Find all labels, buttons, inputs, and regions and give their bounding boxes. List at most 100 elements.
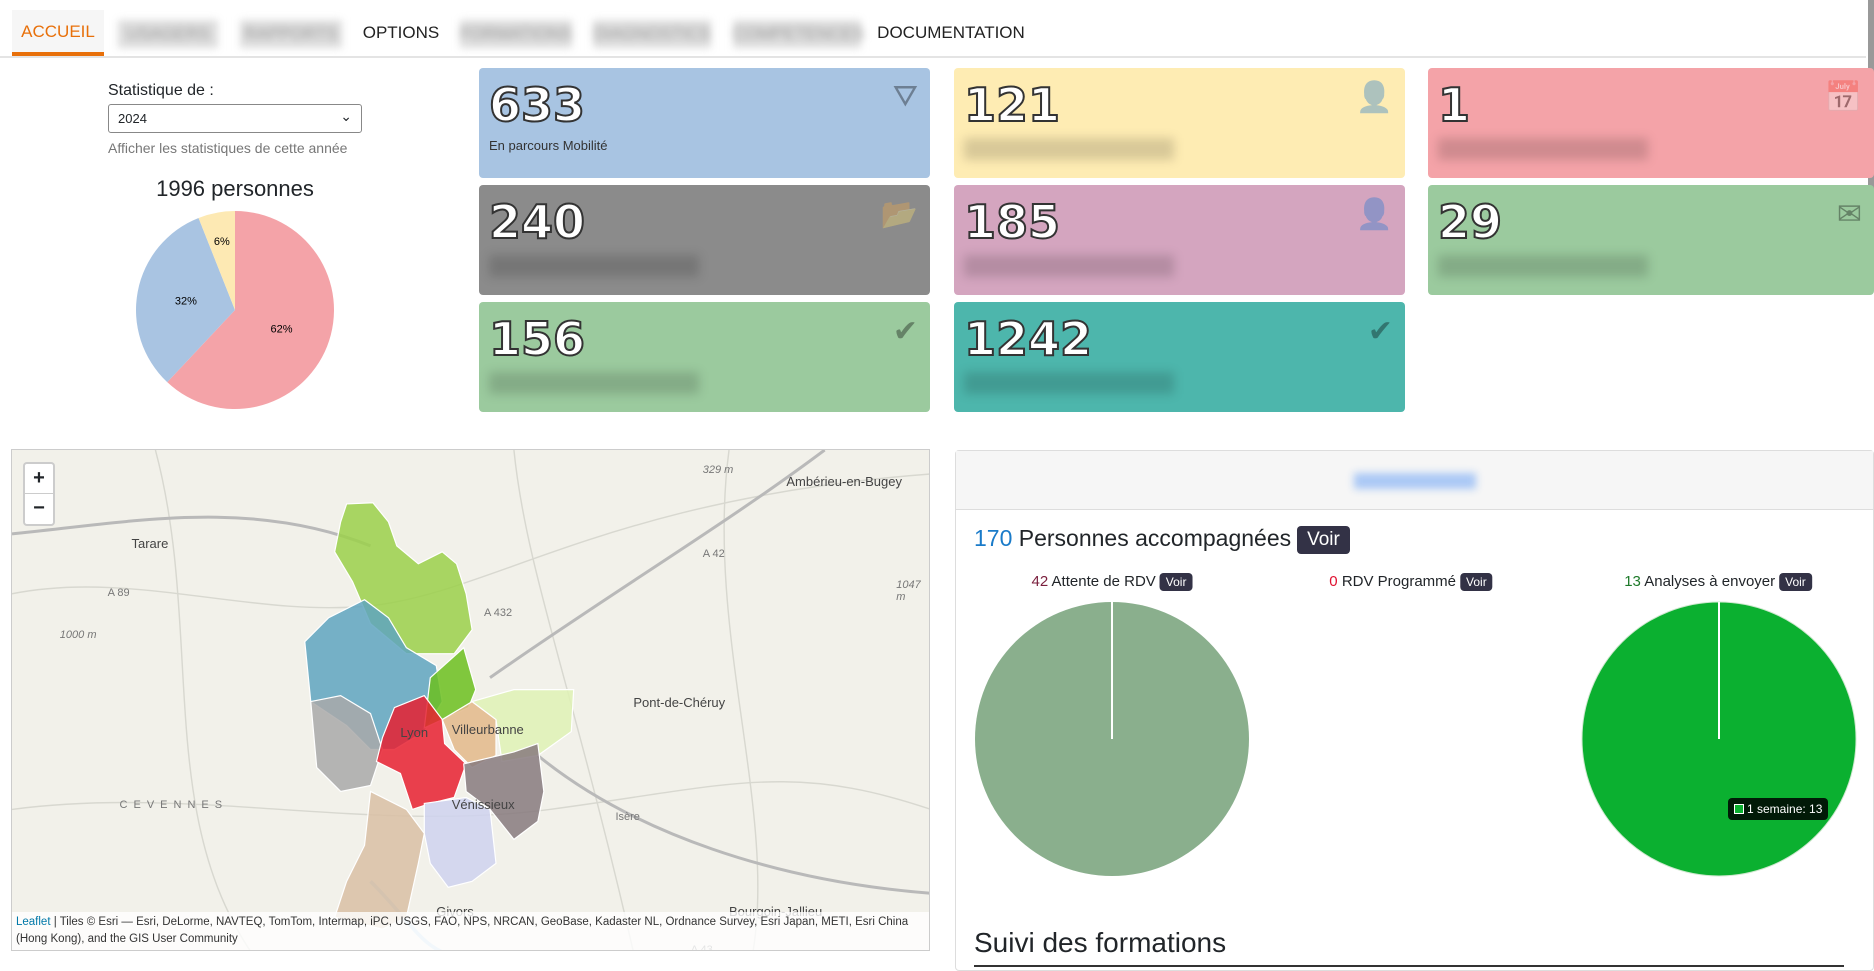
map-attribution: Leaflet | Tiles © Esri — Esri, DeLorme, …: [12, 912, 929, 950]
stat-card[interactable]: 1 📅: [1428, 68, 1874, 178]
map-label: Lyon: [400, 724, 429, 740]
voir-attente-button[interactable]: Voir: [1159, 573, 1193, 592]
tab-competences[interactable]: COMPETENCES: [733, 20, 864, 48]
stat-caption: [1438, 255, 1648, 277]
envelope-open-icon: ✉: [1836, 198, 1862, 231]
stat-value: 121: [963, 77, 1061, 133]
tab-documentation[interactable]: DOCUMENTATION: [877, 23, 1025, 42]
zoom-in-button[interactable]: +: [25, 464, 53, 494]
user-clock-icon: 👤: [1355, 81, 1393, 114]
zoom-out-button[interactable]: −: [33, 497, 45, 519]
persons-label: Personnes accompagnées: [1018, 525, 1292, 551]
map-label: A 42: [702, 547, 725, 560]
analyses-heading: 13 Analyses à envoyer Voir: [1624, 573, 1812, 592]
chart-tooltip: 1 semaine: 13: [1728, 798, 1829, 820]
panel-header: [956, 451, 1873, 510]
attente-count: 42: [1031, 573, 1049, 590]
voir-rdv-button[interactable]: Voir: [1460, 573, 1493, 592]
attente-label: Attente de RDV: [1051, 573, 1156, 590]
stat-caption: [964, 372, 1174, 394]
pie-slice[interactable]: [135, 217, 235, 383]
check-icon: ✔: [1367, 315, 1393, 348]
map-label: Tarare: [131, 536, 169, 552]
tab-usagers[interactable]: USAGERS: [118, 20, 218, 48]
voir-button[interactable]: Voir: [1297, 525, 1350, 554]
pie-slice[interactable]: [167, 211, 334, 409]
stat-card[interactable]: 633 En parcours Mobilité ⛛: [479, 68, 930, 178]
stat-card[interactable]: 29 ✉: [1428, 185, 1874, 295]
year-help-text: Afficher les statistiques de cette année: [108, 140, 348, 156]
pie-slice-label: 32%: [175, 296, 197, 308]
map-zoom-control: + −: [23, 462, 55, 526]
tab-formations[interactable]: FORMATIONS: [460, 20, 572, 48]
stat-card[interactable]: 156 ✔: [479, 302, 930, 412]
suivi-formations-heading: Suivi des formations: [974, 927, 1844, 967]
user-plus-icon: 👤: [1355, 198, 1393, 231]
folder-open-icon: 📂: [880, 198, 918, 231]
voir-analyses-button[interactable]: Voir: [1779, 573, 1812, 592]
map-label: Ambérieu-en-Bugey: [786, 473, 902, 489]
rdv-programme-heading: 0 RDV Programmé Voir: [1329, 573, 1493, 592]
stat-card[interactable]: 240 📂: [479, 185, 930, 295]
leaflet-link[interactable]: Leaflet: [16, 916, 51, 928]
road-icon: ⛛: [892, 80, 918, 113]
pie-slice[interactable]: [198, 211, 235, 310]
attente-rdv-heading: 42 Attente de RDV Voir: [1031, 573, 1193, 592]
analyses-pie-chart: [1581, 601, 1857, 877]
stat-caption: En parcours Mobilité: [489, 138, 608, 153]
stat-value: 1242: [963, 311, 1093, 367]
tooltip-text: 1 semaine: 13: [1747, 802, 1823, 816]
map-label: Villeurbanne: [451, 722, 524, 738]
analyses-count: 13: [1624, 573, 1641, 590]
map-label: Vénissieux: [451, 796, 515, 812]
map-tiles: [12, 450, 929, 950]
stat-card[interactable]: 185 👤: [954, 185, 1405, 295]
stat-value: 185: [963, 194, 1061, 250]
map-label: A 89: [107, 587, 130, 600]
stat-caption: [1438, 138, 1648, 160]
stat-value: 156: [488, 311, 586, 367]
map-label: Isère: [615, 810, 640, 823]
persons-pie-chart: 62% 32% 6%: [135, 211, 334, 409]
pie-slice-label: 6%: [214, 236, 230, 248]
persons-accompanied-heading: 170 Personnes accompagnées Voir: [974, 525, 1350, 554]
stat-caption: [489, 372, 699, 394]
attribution-text: | Tiles © Esri — Esri, DeLorme, NAVTEQ, …: [16, 916, 909, 945]
chevron-down-icon: ⌄: [340, 108, 352, 124]
stat-value: 633: [488, 77, 586, 133]
attente-pie-chart: [975, 602, 1249, 876]
stat-caption: [964, 255, 1174, 277]
panel-header-link[interactable]: [1354, 473, 1476, 489]
year-label: Statistique de :: [108, 82, 214, 99]
map-label: CEVENNES: [119, 798, 229, 811]
rdv-label: RDV Programmé: [1341, 573, 1457, 590]
check-icon: ✔: [892, 315, 918, 348]
stat-caption: [964, 138, 1174, 160]
year-select[interactable]: 2024 ⌄: [108, 104, 362, 133]
tab-accueil[interactable]: ACCUEIL: [12, 10, 104, 56]
main-tabs: ACCUEIL USAGERS RAPPORTS OPTIONS FORMATI…: [0, 0, 1866, 58]
map-label: 1000 m: [59, 629, 97, 642]
accompaniment-panel: 170 Personnes accompagnées Voir 42 Attent…: [955, 450, 1874, 971]
stat-caption: [489, 255, 699, 277]
pie-title: 1996 personnes: [156, 176, 314, 201]
stat-value: 240: [488, 194, 586, 250]
tab-options[interactable]: OPTIONS: [362, 23, 440, 42]
stat-card[interactable]: 121 👤: [954, 68, 1405, 178]
map-label: 329 m: [702, 464, 734, 477]
map[interactable]: Tarare Ambérieu-en-Bugey Pont-de-Chéruy Vil…: [11, 449, 930, 951]
persons-count: 170: [974, 525, 1013, 551]
calendar-check-icon: 📅: [1824, 81, 1862, 114]
year-value: 2024: [118, 111, 147, 126]
rdv-count: 0: [1329, 573, 1338, 590]
map-label: A 432: [484, 606, 513, 619]
tab-diagnostics[interactable]: DIAGNOSTICS: [593, 20, 711, 48]
pie-slice-label: 62%: [270, 323, 292, 335]
stat-value: 1: [1437, 77, 1471, 133]
tab-rapports[interactable]: RAPPORTS: [240, 20, 342, 48]
map-label: 1047 m: [896, 579, 921, 604]
legend-swatch: [1734, 804, 1744, 814]
stat-card[interactable]: 1242 ✔: [954, 302, 1405, 412]
stat-value: 29: [1437, 194, 1503, 250]
analyses-label: Analyses à envoyer: [1644, 573, 1776, 590]
